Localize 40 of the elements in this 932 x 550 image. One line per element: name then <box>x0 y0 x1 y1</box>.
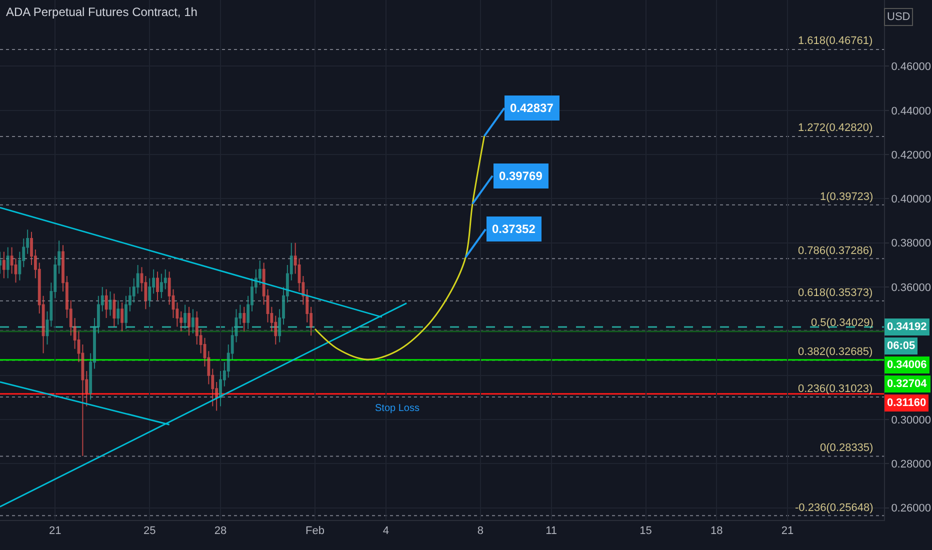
x-tick-label: 4 <box>382 525 389 538</box>
x-tick-label: 28 <box>214 525 227 538</box>
x-tick-label: 25 <box>144 525 156 538</box>
y-tick-label: 0.44000 <box>891 105 931 118</box>
ref-line-label: -0.236(0.25648) <box>795 502 874 514</box>
annotation: 0.37352 <box>492 222 536 236</box>
x-tick-label: Feb <box>306 525 324 538</box>
y-tick-label: 0.42000 <box>891 149 931 162</box>
ref-line-label: 0(0.28335) <box>820 442 874 454</box>
ref-line-label: 0.236(0.31023) <box>798 383 873 395</box>
y-tick-label: 0.30000 <box>891 414 931 426</box>
y-tick-label: 0.38000 <box>891 238 931 250</box>
x-tick-label: 11 <box>546 525 557 538</box>
ref-line-label: 1(0.39723) <box>820 191 874 203</box>
ref-line-label: 0.382(0.32685) <box>798 346 873 358</box>
ref-line-label: 0.618(0.35373) <box>798 287 873 299</box>
ref-line-label: 0.34192 <box>887 321 927 333</box>
annotation: 0.39769 <box>499 169 543 183</box>
y-tick-label: 0.28000 <box>891 458 931 471</box>
ref-line-label: 1.618(0.46761) <box>798 35 873 47</box>
x-tick-label: 18 <box>710 525 723 538</box>
x-tick-label: 8 <box>477 525 484 538</box>
annotation: Stop Loss <box>375 403 420 414</box>
annotation: 0.42837 <box>510 101 554 115</box>
x-tick-label: 21 <box>781 525 794 538</box>
ref-line-label: 0.34006 <box>887 359 927 371</box>
text: USD <box>887 11 910 23</box>
ref-line-label: 0.31160 <box>887 397 926 409</box>
ref-line-label: 0.786(0.37286) <box>798 245 873 257</box>
y-tick-label: 0.36000 <box>891 282 931 294</box>
ref-line-label: 1.272(0.42820) <box>798 122 873 134</box>
x-tick-label: 21 <box>49 525 62 538</box>
y-tick-label: 0.40000 <box>891 194 931 206</box>
ref-line-label: 0.32704 <box>887 378 928 390</box>
y-tick-label: 0.46000 <box>891 61 931 74</box>
text: ADA Perpetual Futures Contract, 1h <box>6 5 198 19</box>
y-tick-label: 0.26000 <box>891 502 931 515</box>
text: 06:05 <box>887 340 916 352</box>
x-tick-label: 15 <box>640 525 652 538</box>
ref-line-label: 0.5(0.34029) <box>811 317 874 329</box>
